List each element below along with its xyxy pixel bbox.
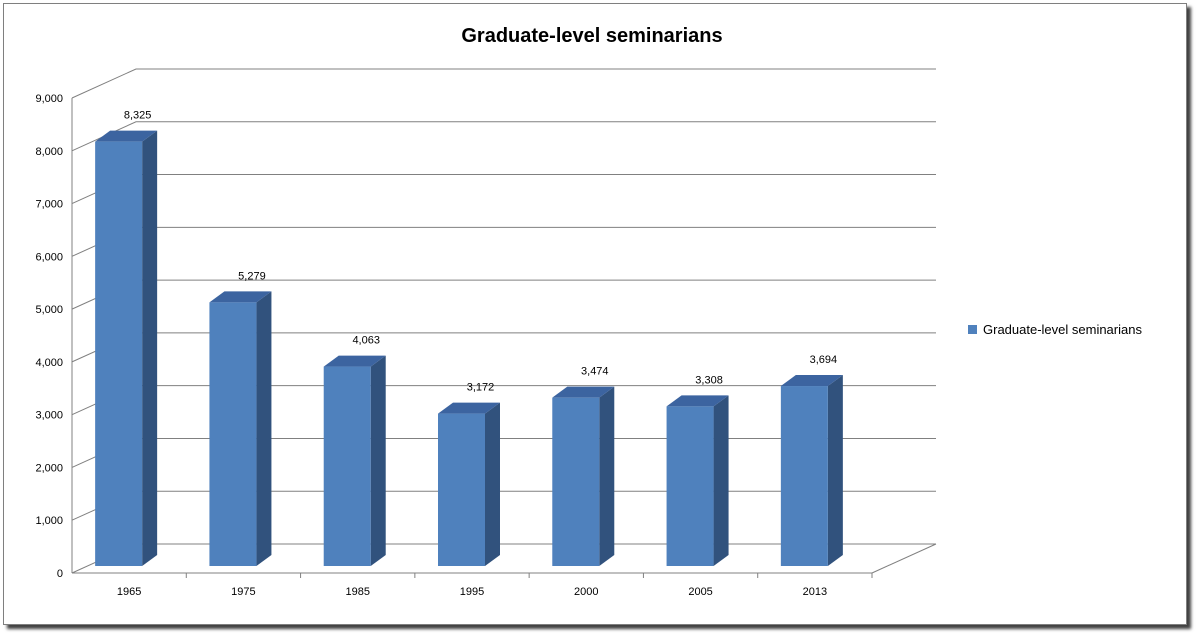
y-tick-label: 2,000: [35, 462, 63, 474]
y-tick-label: 0: [57, 568, 63, 580]
x-tick-label: 2013: [803, 586, 827, 598]
data-label: 3,308: [695, 374, 723, 386]
bar-front: [209, 302, 257, 566]
bar-side: [256, 291, 272, 566]
y-tick-label: 1,000: [35, 515, 63, 527]
gridline: [71, 121, 936, 152]
data-label: 4,063: [352, 335, 380, 347]
x-tick-label: 1995: [460, 586, 484, 598]
y-tick-label: 4,000: [35, 357, 63, 369]
bar: [323, 355, 386, 566]
bar: [95, 130, 158, 566]
bar: [438, 402, 500, 566]
y-tick-label: 6,000: [35, 251, 63, 263]
bar-front: [780, 386, 828, 566]
bar-front: [95, 141, 143, 566]
gridline: [71, 226, 936, 257]
bar-side: [485, 402, 500, 566]
gridline: [71, 174, 936, 205]
bar-front: [323, 366, 371, 566]
gridline: [71, 279, 936, 310]
bar: [209, 291, 272, 566]
bar-front: [552, 397, 600, 566]
bar: [552, 386, 615, 566]
data-label: 3,694: [810, 354, 838, 366]
y-tick-label: 9,000: [35, 93, 63, 105]
y-tick-label: 7,000: [35, 199, 63, 211]
gridline: [71, 332, 936, 363]
x-tick-label: 1985: [345, 586, 369, 598]
y-tick-label: 8,000: [35, 146, 63, 158]
bar-top: [552, 386, 615, 398]
bar-side: [142, 130, 158, 566]
bar-side: [827, 375, 843, 566]
bar-top: [438, 402, 500, 414]
chart-title: Graduate-level seminarians: [461, 25, 722, 47]
chart-frame: Graduate-level seminarians 0 1,000 2,000 3,…: [3, 3, 1187, 625]
x-tick-label: 1965: [117, 586, 141, 598]
chart-area: Graduate-level seminarians 0 1,000 2,000 3,…: [35, 25, 1142, 598]
legend-label: Graduate-level seminarians: [983, 322, 1142, 337]
y-tick-label: 5,000: [35, 304, 63, 316]
bar-front: [438, 413, 485, 566]
data-label: 8,325: [124, 110, 152, 122]
axes: 0 1,000 2,000 3,000 4,000 5,000 6,000 7,000 8,00…: [35, 93, 937, 598]
bar-top: [323, 355, 386, 367]
bar-side: [370, 355, 386, 566]
bar-top: [209, 291, 272, 303]
bar-top: [666, 395, 729, 407]
gridline: [71, 68, 936, 99]
bar: [780, 375, 843, 566]
y-tick-label: 3,000: [35, 410, 63, 422]
data-label: 5,279: [238, 270, 266, 282]
bar-top: [95, 130, 158, 142]
bar-front: [666, 406, 714, 566]
x-tick-label: 2005: [688, 586, 712, 598]
bar-side: [599, 386, 615, 566]
x-tick-label: 1975: [231, 586, 255, 598]
bar-side: [713, 395, 729, 566]
x-tick-label: 2000: [574, 586, 598, 598]
bars: [95, 130, 843, 566]
floor-edge: [871, 543, 937, 574]
bar-top: [780, 375, 843, 387]
data-label: 3,474: [581, 366, 609, 378]
legend: Graduate-level seminarians: [968, 322, 1142, 337]
data-label: 3,172: [467, 382, 495, 394]
bar: [666, 395, 729, 566]
data-labels: 8,325 5,279 4,063 3,172 3,474 3,308 3,694: [124, 110, 837, 394]
legend-swatch: [968, 325, 977, 334]
